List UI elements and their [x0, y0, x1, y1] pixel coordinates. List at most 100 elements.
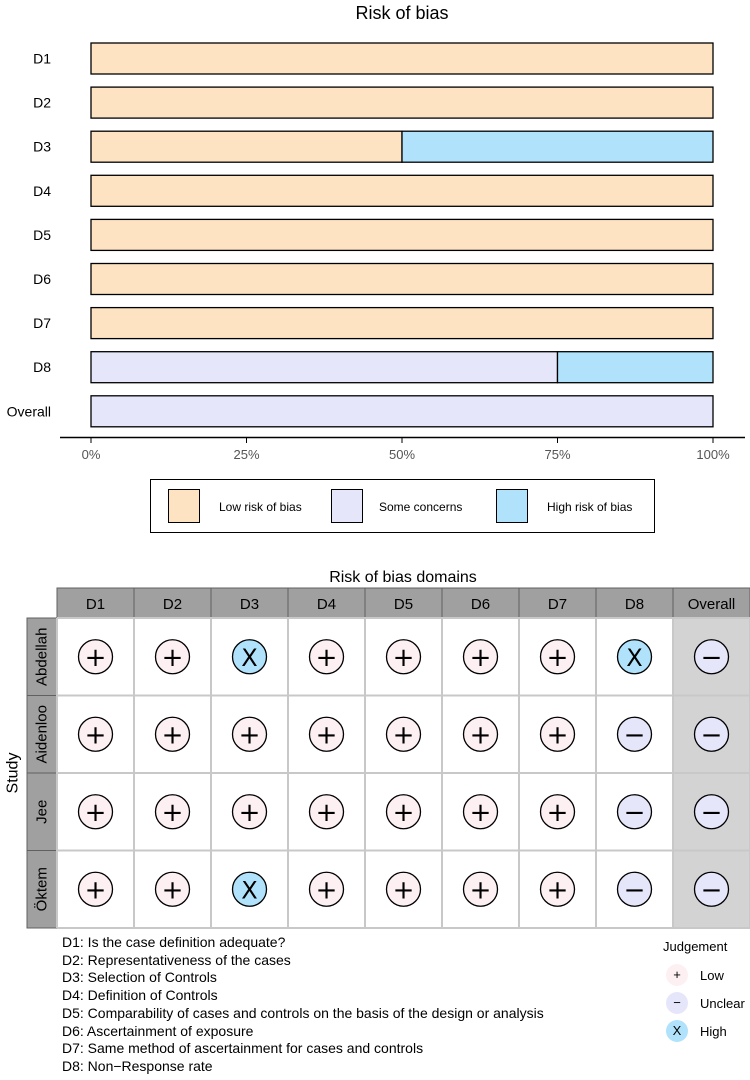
- overall-column-background: [673, 618, 750, 928]
- judgement-symbol: +: [393, 643, 415, 673]
- judgement-label-unclear: Unclear: [700, 996, 745, 1011]
- judgement-symbol: −: [624, 798, 646, 828]
- column-header-label: D8: [625, 596, 644, 613]
- study-label-cell: [26, 772, 58, 851]
- column-header-cell: [364, 587, 443, 619]
- bar-segment: [90, 174, 714, 207]
- judgement-circle: [77, 716, 114, 752]
- judgement-circle: [231, 794, 268, 830]
- judgement-label-high: High: [700, 1024, 727, 1039]
- judgement-circle: [616, 871, 653, 907]
- judgement-symbol: −: [701, 720, 723, 750]
- judgement-circle: [77, 639, 114, 675]
- x-tick-label: 75%: [544, 447, 570, 462]
- judgement-circle: [154, 639, 191, 675]
- legend-swatch-low: [168, 489, 200, 523]
- judgement-symbol: −: [624, 720, 646, 750]
- judgement-circle: [308, 639, 345, 675]
- judgement-circle: [616, 639, 653, 675]
- domain-description: D3: Selection of Controls: [62, 969, 217, 986]
- judgement-symbol: −: [624, 875, 646, 905]
- bar-chart-legend: Low risk of bias Some concerns High risk…: [150, 479, 655, 533]
- judgement-circle: [308, 871, 345, 907]
- judgement-symbol: −: [701, 875, 723, 905]
- judgement-circle: [231, 871, 268, 907]
- judgement-symbol-low: +: [666, 964, 688, 986]
- judgement-circle: [77, 794, 114, 830]
- judgement-symbol: +: [162, 875, 184, 905]
- legend-swatch-some-concerns: [331, 489, 363, 523]
- bar-segment: [90, 130, 403, 163]
- bar-segment: [90, 86, 714, 119]
- domain-description: D1: Is the case definition adequate?: [62, 934, 286, 950]
- bar-category-label: D5: [33, 227, 51, 243]
- judgement-symbol: +: [239, 798, 261, 828]
- study-label: Abdellah: [34, 628, 51, 686]
- judgement-symbol: X: [626, 644, 642, 672]
- study-label: Öktem: [33, 867, 51, 911]
- judgement-symbol: +: [162, 720, 184, 750]
- judgement-circle: [385, 871, 422, 907]
- judgement-symbol: +: [316, 798, 338, 828]
- judgement-circle: [77, 871, 114, 907]
- judgement-circle: [539, 716, 576, 752]
- study-label: Jee: [34, 800, 51, 824]
- judgement-circle: [616, 716, 653, 752]
- column-header-cell: [210, 587, 289, 619]
- judgement-symbol: +: [162, 643, 184, 673]
- domain-description: D2: Representativeness of the cases: [62, 951, 291, 968]
- column-header-cell: [133, 587, 212, 619]
- x-tick-label: 0%: [82, 447, 101, 462]
- bar-segment: [556, 351, 714, 384]
- judgement-symbol: +: [316, 720, 338, 750]
- judgement-circle: [693, 871, 730, 907]
- judgement-symbol: +: [85, 798, 107, 828]
- judgement-symbol: X: [241, 876, 257, 904]
- domain-descriptions: D1: Is the case definition adequate? D2:…: [62, 934, 544, 1076]
- bar-segment: [90, 262, 714, 296]
- bar-category-label: D1: [33, 51, 51, 67]
- bar-category-label: D2: [33, 95, 51, 111]
- judgement-symbol: +: [393, 875, 415, 905]
- judgement-circle: [308, 716, 345, 752]
- legend-label-high: High risk of bias: [547, 500, 633, 514]
- domain-description: D7: Same method of ascertainment for cas…: [62, 1040, 424, 1057]
- study-label-cell: [26, 850, 58, 929]
- judgement-circle: [693, 639, 730, 675]
- judgement-symbol: +: [393, 720, 415, 750]
- table-title: Risk of bias domains: [329, 569, 477, 586]
- bar-category-label: D6: [33, 271, 51, 287]
- judgement-symbol: +: [393, 798, 415, 828]
- judgement-symbol-unclear: −: [666, 992, 688, 1014]
- study-label: Aidenloo: [34, 705, 51, 763]
- column-header-label: D2: [163, 596, 182, 613]
- bar-category-label: D7: [33, 315, 51, 331]
- judgement-circle: [231, 639, 268, 675]
- judgement-circle: [154, 716, 191, 752]
- bar-chart-title: Risk of bias: [355, 3, 448, 23]
- judgement-circle: [231, 716, 268, 752]
- judgement-circle: [462, 794, 499, 830]
- judgement-symbol: +: [85, 720, 107, 750]
- column-header-cell: [595, 587, 674, 619]
- bar-segment: [90, 351, 559, 384]
- judgement-circle: [462, 639, 499, 675]
- bar-category-label: Overall: [7, 403, 51, 419]
- legend-swatch-high: [496, 489, 528, 523]
- judgement-symbol: +: [470, 720, 492, 750]
- judgement-circle: [385, 639, 422, 675]
- study-label-cell: [26, 695, 58, 774]
- column-header-label: D1: [86, 596, 105, 613]
- judgement-symbol: +: [85, 875, 107, 905]
- judgement-circle: [693, 794, 730, 830]
- judgement-label-low: Low: [700, 968, 724, 983]
- judgement-symbol: −: [701, 643, 723, 673]
- judgement-circle: [385, 794, 422, 830]
- bar-segment: [90, 306, 714, 340]
- judgement-circle: [539, 639, 576, 675]
- judgement-symbol: +: [547, 643, 569, 673]
- judgement-symbol: +: [547, 875, 569, 905]
- domain-description: D4: Definition of Controls: [62, 987, 218, 1004]
- legend-label-some-concerns: Some concerns: [379, 500, 463, 514]
- bar-category-label: D4: [33, 183, 51, 199]
